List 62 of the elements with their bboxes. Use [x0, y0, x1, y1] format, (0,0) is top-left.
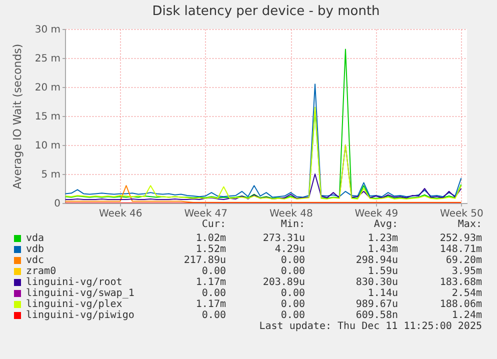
legend-label: zram0: [26, 266, 56, 277]
legend-label: linguini-vg/piwigo: [26, 310, 134, 321]
y-tick-label: 15 m: [34, 112, 60, 122]
legend-label: vda: [26, 233, 44, 244]
text: 188.06m: [440, 299, 482, 310]
text: 217.89u: [184, 255, 226, 266]
x-tick-label: Week 47: [184, 208, 228, 220]
text: Min:: [280, 219, 305, 230]
text: 830.30u: [356, 277, 398, 288]
text: 183.68m: [440, 277, 482, 288]
y-tick-label: 0: [54, 198, 60, 210]
text: 0.00: [280, 299, 305, 310]
text: 1.23m: [368, 233, 398, 244]
text: 148.71m: [440, 244, 482, 255]
y-tick-label: 10 m: [34, 140, 60, 152]
text: 1.52m: [196, 244, 226, 255]
legend-label: vdc: [26, 255, 44, 266]
text: 1.17m: [196, 299, 226, 310]
legend-label: vdb: [26, 244, 44, 255]
text: 69.20m: [446, 255, 482, 266]
x-tick-label: Week 48: [270, 208, 313, 220]
text: 1.43m: [368, 244, 398, 255]
text: 0.00: [280, 255, 305, 266]
text: 609.58n: [356, 310, 398, 321]
text: 273.31u: [262, 233, 305, 244]
y-tick-label: 20 m: [34, 82, 60, 94]
x-tick-label: Week 49: [354, 208, 398, 220]
text: 3.95m: [452, 266, 482, 277]
text: 1.14u: [368, 288, 398, 299]
line-series: [65, 106, 462, 200]
y-axis-title: Average IO Wait (seconds): [10, 44, 24, 190]
text: 0.00: [202, 266, 226, 277]
text: 203.89u: [262, 277, 305, 288]
x-tick-label: Week 46: [98, 208, 142, 220]
text: Max:: [458, 219, 482, 230]
text: 298.94u: [356, 255, 398, 266]
text: 0.00: [280, 266, 305, 277]
text: 0.00: [202, 288, 226, 299]
line-series: [65, 185, 462, 203]
line-series: [65, 84, 462, 198]
y-tick-label: 5 m: [41, 170, 60, 180]
text: 4.29u: [274, 244, 305, 255]
legend-label: linguini-vg/plex: [26, 299, 122, 310]
text: 1.17m: [196, 277, 226, 288]
y-tick-label: 25 m: [34, 54, 60, 64]
chart-title: Disk latency per device - by month: [152, 4, 380, 19]
text: 1.02m: [196, 233, 226, 244]
legend-label: linguini-vg/root: [26, 277, 122, 288]
text: Last update: Thu Dec 11 11:25:00 2025: [259, 321, 482, 332]
text: Avg:: [374, 219, 398, 230]
text: 0.00: [280, 288, 305, 299]
text: 989.67u: [356, 299, 398, 310]
x-tick-label: Week 50: [440, 208, 484, 220]
text: 2.54m: [452, 288, 482, 299]
text: 252.93m: [440, 233, 482, 244]
y-tick-label: 30 m: [34, 24, 60, 36]
text: 1.24m: [452, 310, 482, 321]
text: 0.00: [280, 310, 305, 321]
text: 0.00: [202, 310, 226, 321]
text: 1.59u: [368, 266, 398, 277]
text: Cur:: [202, 219, 226, 230]
legend-label: linguini-vg/swap_1: [26, 288, 134, 299]
